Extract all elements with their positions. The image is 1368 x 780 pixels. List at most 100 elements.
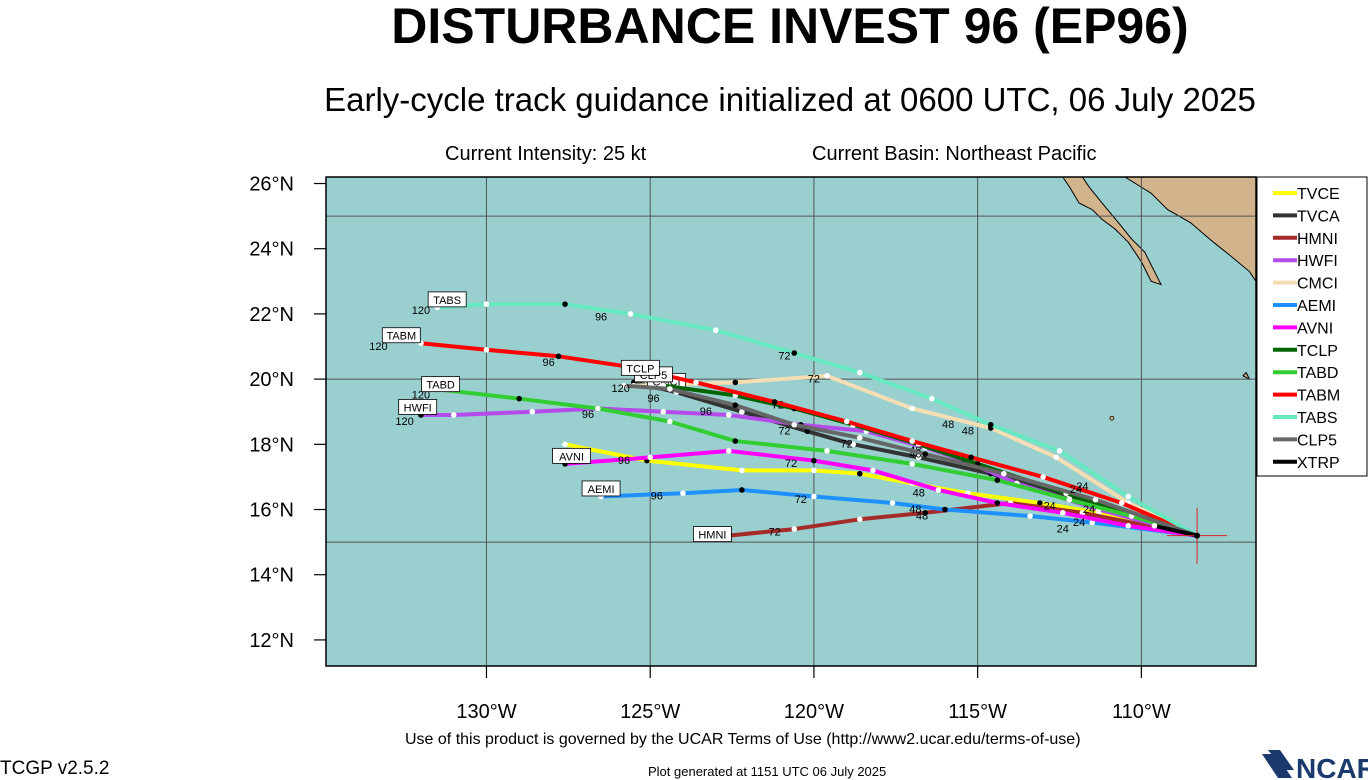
track-xtrp — [1152, 523, 1200, 538]
track-point-aemi — [889, 500, 896, 506]
track-tabm — [418, 341, 1200, 538]
track-end-label: TABS — [433, 295, 461, 307]
plot-frame — [325, 176, 1257, 667]
track-point-avni — [647, 454, 653, 461]
track-point-tvca — [739, 408, 745, 415]
legend-label-hwfi: HWFI — [1297, 253, 1338, 270]
track-end-box — [427, 291, 467, 308]
track-end-box — [581, 480, 621, 497]
x-tick-label: 125°W — [620, 701, 680, 723]
track-point-tabd — [516, 395, 523, 402]
track-point-tabm — [1118, 500, 1125, 506]
track-end-label: AEMI — [588, 484, 615, 496]
track-point-tabd — [994, 477, 1001, 483]
track-point-hmni — [922, 509, 929, 516]
track-point-tabd — [909, 461, 915, 467]
track-end-label: TABM — [386, 331, 416, 343]
track-point-tvce — [1037, 500, 1043, 506]
track-point-clp5 — [856, 435, 863, 441]
version-label: TCGP v2.5.2 — [0, 758, 110, 779]
map-panel: 724872HMNI487296120HWFI4872CMCI487296AEM… — [326, 177, 1256, 666]
track-point-hwfi — [660, 408, 667, 415]
forecast-hour-label: 120 — [369, 341, 387, 353]
track-end-label: HMNI — [698, 530, 726, 542]
track-point-tvce — [739, 467, 745, 474]
forecast-hour-label: 72 — [778, 351, 790, 363]
forecast-hour-label: 24 — [1057, 523, 1069, 535]
forecast-hour-label: 24 — [1070, 484, 1082, 496]
forecast-hour-label: 96 — [647, 393, 659, 405]
forecast-hour-label: 72 — [785, 458, 797, 470]
track-point-hwfi — [725, 412, 732, 418]
track-point-aemi — [1089, 519, 1096, 526]
track-point-hwfi — [450, 412, 457, 418]
forecast-hour-label: 96 — [700, 406, 712, 418]
track-point-tabs — [627, 311, 634, 317]
track-point-tabm — [968, 454, 974, 461]
legend-label-avni: AVNI — [1297, 320, 1333, 337]
track-point-tvce — [562, 441, 568, 448]
plot-area: 724872HMNI487296120HWFI4872CMCI487296AEM… — [326, 177, 1256, 666]
track-tabs — [435, 302, 1200, 538]
forecast-hour-label: 72 — [769, 527, 781, 539]
track-point-xtrp — [1151, 523, 1158, 529]
x-tick-label: 110°W — [1112, 701, 1171, 723]
legend-label-tabs: TABS — [1297, 410, 1338, 427]
track-point-tabs — [562, 301, 568, 307]
track-end-box — [620, 359, 660, 376]
track-point-hmni — [856, 516, 863, 523]
legend-label-aemi: AEMI — [1297, 298, 1336, 315]
forecast-hour-label: 48 — [909, 504, 921, 516]
legend-label-xtrp: XTRP — [1297, 455, 1340, 472]
x-tick-label: 130°W — [456, 701, 516, 723]
x-tick-label: 115°W — [948, 701, 1007, 723]
track-point-tabs — [791, 350, 798, 356]
track-point-tabm — [483, 346, 490, 353]
y-tick-label: 14°N — [249, 565, 294, 587]
forecast-hour-label: 120 — [395, 416, 413, 428]
track-point-tabs — [483, 301, 490, 307]
legend-label-tvca: TVCA — [1297, 208, 1340, 225]
track-avni — [563, 448, 1200, 538]
map-axes: 130°W 125°W 120°W 115°W 110°W 12°N 14°N 16°N 18°… — [249, 174, 1257, 723]
land-mexico — [1062, 177, 1256, 286]
forecast-hour-label: 48 — [913, 487, 925, 499]
forecast-hour-label: 48 — [916, 510, 928, 522]
forecast-hour-label: 24 — [1083, 504, 1095, 516]
track-point-avni — [1125, 523, 1132, 529]
y-tick-label: 20°N — [249, 369, 294, 391]
track-point-hmni — [1079, 509, 1086, 516]
y-tick-label: 26°N — [249, 174, 294, 196]
track-point-hwfi — [529, 408, 536, 415]
terms-of-use: Use of this product is governed by the U… — [405, 731, 1081, 748]
y-tick-label: 12°N — [249, 630, 294, 652]
track-point-clp5 — [1001, 470, 1007, 477]
legend-label-tabd: TABD — [1297, 365, 1338, 382]
y-tick-label: 22°N — [249, 304, 294, 326]
track-point-clp5 — [732, 402, 739, 409]
generated-timestamp: Plot generated at 1151 UTC 06 July 2025 — [648, 764, 887, 779]
track-point-tvca — [804, 428, 811, 435]
ncar-logo: NCAR — [1262, 750, 1368, 780]
forecast-hour-label: 96 — [651, 491, 663, 503]
forecast-hour-label: 24 — [1076, 481, 1088, 493]
legend-label-hmni: HMNI — [1297, 231, 1338, 248]
track-point-cmci — [1053, 454, 1060, 461]
track-end-label: AVNI — [559, 451, 584, 463]
track-point-tabd — [594, 405, 601, 412]
track-point-cmci — [909, 405, 915, 412]
origin-point — [1194, 532, 1201, 539]
track-point-tvce — [856, 470, 863, 477]
forecast-hour-label: 120 — [612, 383, 630, 395]
land-island — [1242, 371, 1251, 381]
track-point-tabs — [1125, 493, 1132, 500]
forecast-hour-label: 96 — [595, 311, 607, 323]
legend-label-tabm: TABM — [1297, 388, 1340, 405]
forecast-hour-label: 96 — [582, 409, 594, 421]
forecast-hour-label: 72 — [795, 494, 807, 506]
track-point-tvce — [811, 467, 817, 474]
forecast-hour-label: 48 — [942, 419, 954, 431]
forecast-hour-label: 120 — [412, 390, 430, 402]
track-end-label: HWFI — [404, 402, 432, 414]
track-point-clp5 — [667, 386, 673, 392]
